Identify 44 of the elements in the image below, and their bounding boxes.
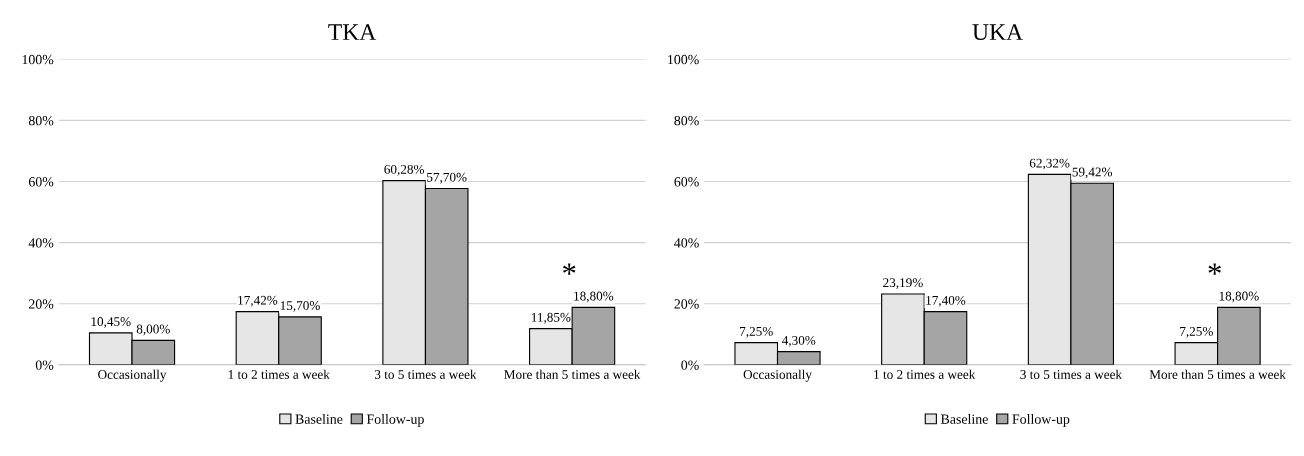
data-label: 8,00% bbox=[136, 324, 170, 336]
chart-title: UKA bbox=[972, 24, 1023, 41]
data-label: 7,25% bbox=[1180, 326, 1213, 338]
data-label: 18,80% bbox=[1219, 291, 1259, 303]
y-tick-label: 0% bbox=[35, 360, 54, 370]
x-tick-label: 1 to 2 times a week bbox=[228, 369, 330, 379]
annotation: * bbox=[563, 263, 576, 275]
annotation: * bbox=[1208, 263, 1221, 275]
y-tick-label: 40% bbox=[674, 238, 699, 248]
y-tick-label: 100% bbox=[668, 54, 699, 65]
data-label: 15,70% bbox=[280, 301, 320, 312]
data-label: 17,42% bbox=[238, 295, 278, 307]
chart-title: TKA bbox=[328, 24, 377, 40]
y-tick-label: 100% bbox=[22, 54, 54, 65]
data-label: 62,32% bbox=[1029, 158, 1070, 170]
data-label: 17,40% bbox=[926, 295, 966, 307]
data-label: 60,28% bbox=[384, 164, 425, 176]
x-tick-label: Occasionally bbox=[743, 369, 812, 382]
y-tick-label: 80% bbox=[28, 115, 54, 126]
legend-label: Follow-up bbox=[1012, 414, 1070, 427]
y-tick-label: 20% bbox=[28, 299, 54, 309]
data-label: 10,45% bbox=[91, 317, 131, 328]
y-tick-label: 80% bbox=[674, 115, 699, 126]
legend-label: Baseline bbox=[295, 414, 343, 424]
x-tick-label: 3 to 5 times a week bbox=[374, 369, 477, 379]
y-tick-label: 0% bbox=[681, 360, 699, 370]
data-label: 57,70% bbox=[427, 172, 467, 184]
data-label: 59,42% bbox=[1072, 167, 1113, 179]
x-tick-label: More than 5 times a week bbox=[504, 369, 641, 379]
y-tick-label: 60% bbox=[28, 177, 54, 187]
x-tick-label: 3 to 5 times a week bbox=[1020, 369, 1123, 379]
data-label: 23,19% bbox=[883, 278, 923, 289]
data-label: 7,25% bbox=[740, 326, 773, 338]
data-label: 11,85% bbox=[531, 312, 571, 324]
legend-label: Baseline bbox=[940, 414, 988, 424]
y-tick-label: 40% bbox=[28, 238, 54, 248]
y-tick-label: 60% bbox=[674, 177, 699, 187]
y-tick-label: 20% bbox=[674, 299, 699, 309]
x-tick-label: Occasionally bbox=[98, 369, 167, 382]
x-tick-label: 1 to 2 times a week bbox=[874, 369, 976, 379]
data-label: 18,80% bbox=[574, 291, 614, 303]
legend-label: Follow-up bbox=[366, 414, 424, 427]
data-label: 4,30% bbox=[782, 335, 816, 347]
x-tick-label: More than 5 times a week bbox=[1149, 369, 1286, 379]
